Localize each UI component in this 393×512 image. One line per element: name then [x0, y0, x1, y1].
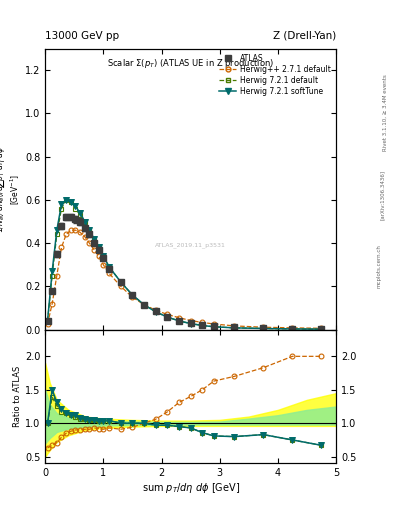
- Text: 13000 GeV pp: 13000 GeV pp: [45, 31, 119, 41]
- Y-axis label: Ratio to ATLAS: Ratio to ATLAS: [13, 366, 22, 427]
- X-axis label: sum $p_T/d\eta\ d\phi$ [GeV]: sum $p_T/d\eta\ d\phi$ [GeV]: [141, 481, 240, 495]
- Text: [arXiv:1306.3436]: [arXiv:1306.3436]: [380, 169, 384, 220]
- Text: Scalar $\Sigma(p_T)$ (ATLAS UE in Z production): Scalar $\Sigma(p_T)$ (ATLAS UE in Z prod…: [107, 57, 274, 70]
- Y-axis label: $1/N_{ev}\ dN_{ev}/d\!\sum p_T\ d\eta\ d\phi$
$[\mathrm{GeV}^{-1}]$: $1/N_{ev}\ dN_{ev}/d\!\sum p_T\ d\eta\ d…: [0, 145, 22, 233]
- Legend: ATLAS, Herwig++ 2.7.1 default, Herwig 7.2.1 default, Herwig 7.2.1 softTune: ATLAS, Herwig++ 2.7.1 default, Herwig 7.…: [218, 52, 332, 97]
- Text: mcplots.cern.ch: mcplots.cern.ch: [376, 244, 381, 288]
- Text: ATLAS_2019.11_p3531: ATLAS_2019.11_p3531: [155, 243, 226, 248]
- Text: Z (Drell-Yan): Z (Drell-Yan): [273, 31, 336, 41]
- Text: Rivet 3.1.10, ≥ 3.4M events: Rivet 3.1.10, ≥ 3.4M events: [383, 74, 387, 151]
